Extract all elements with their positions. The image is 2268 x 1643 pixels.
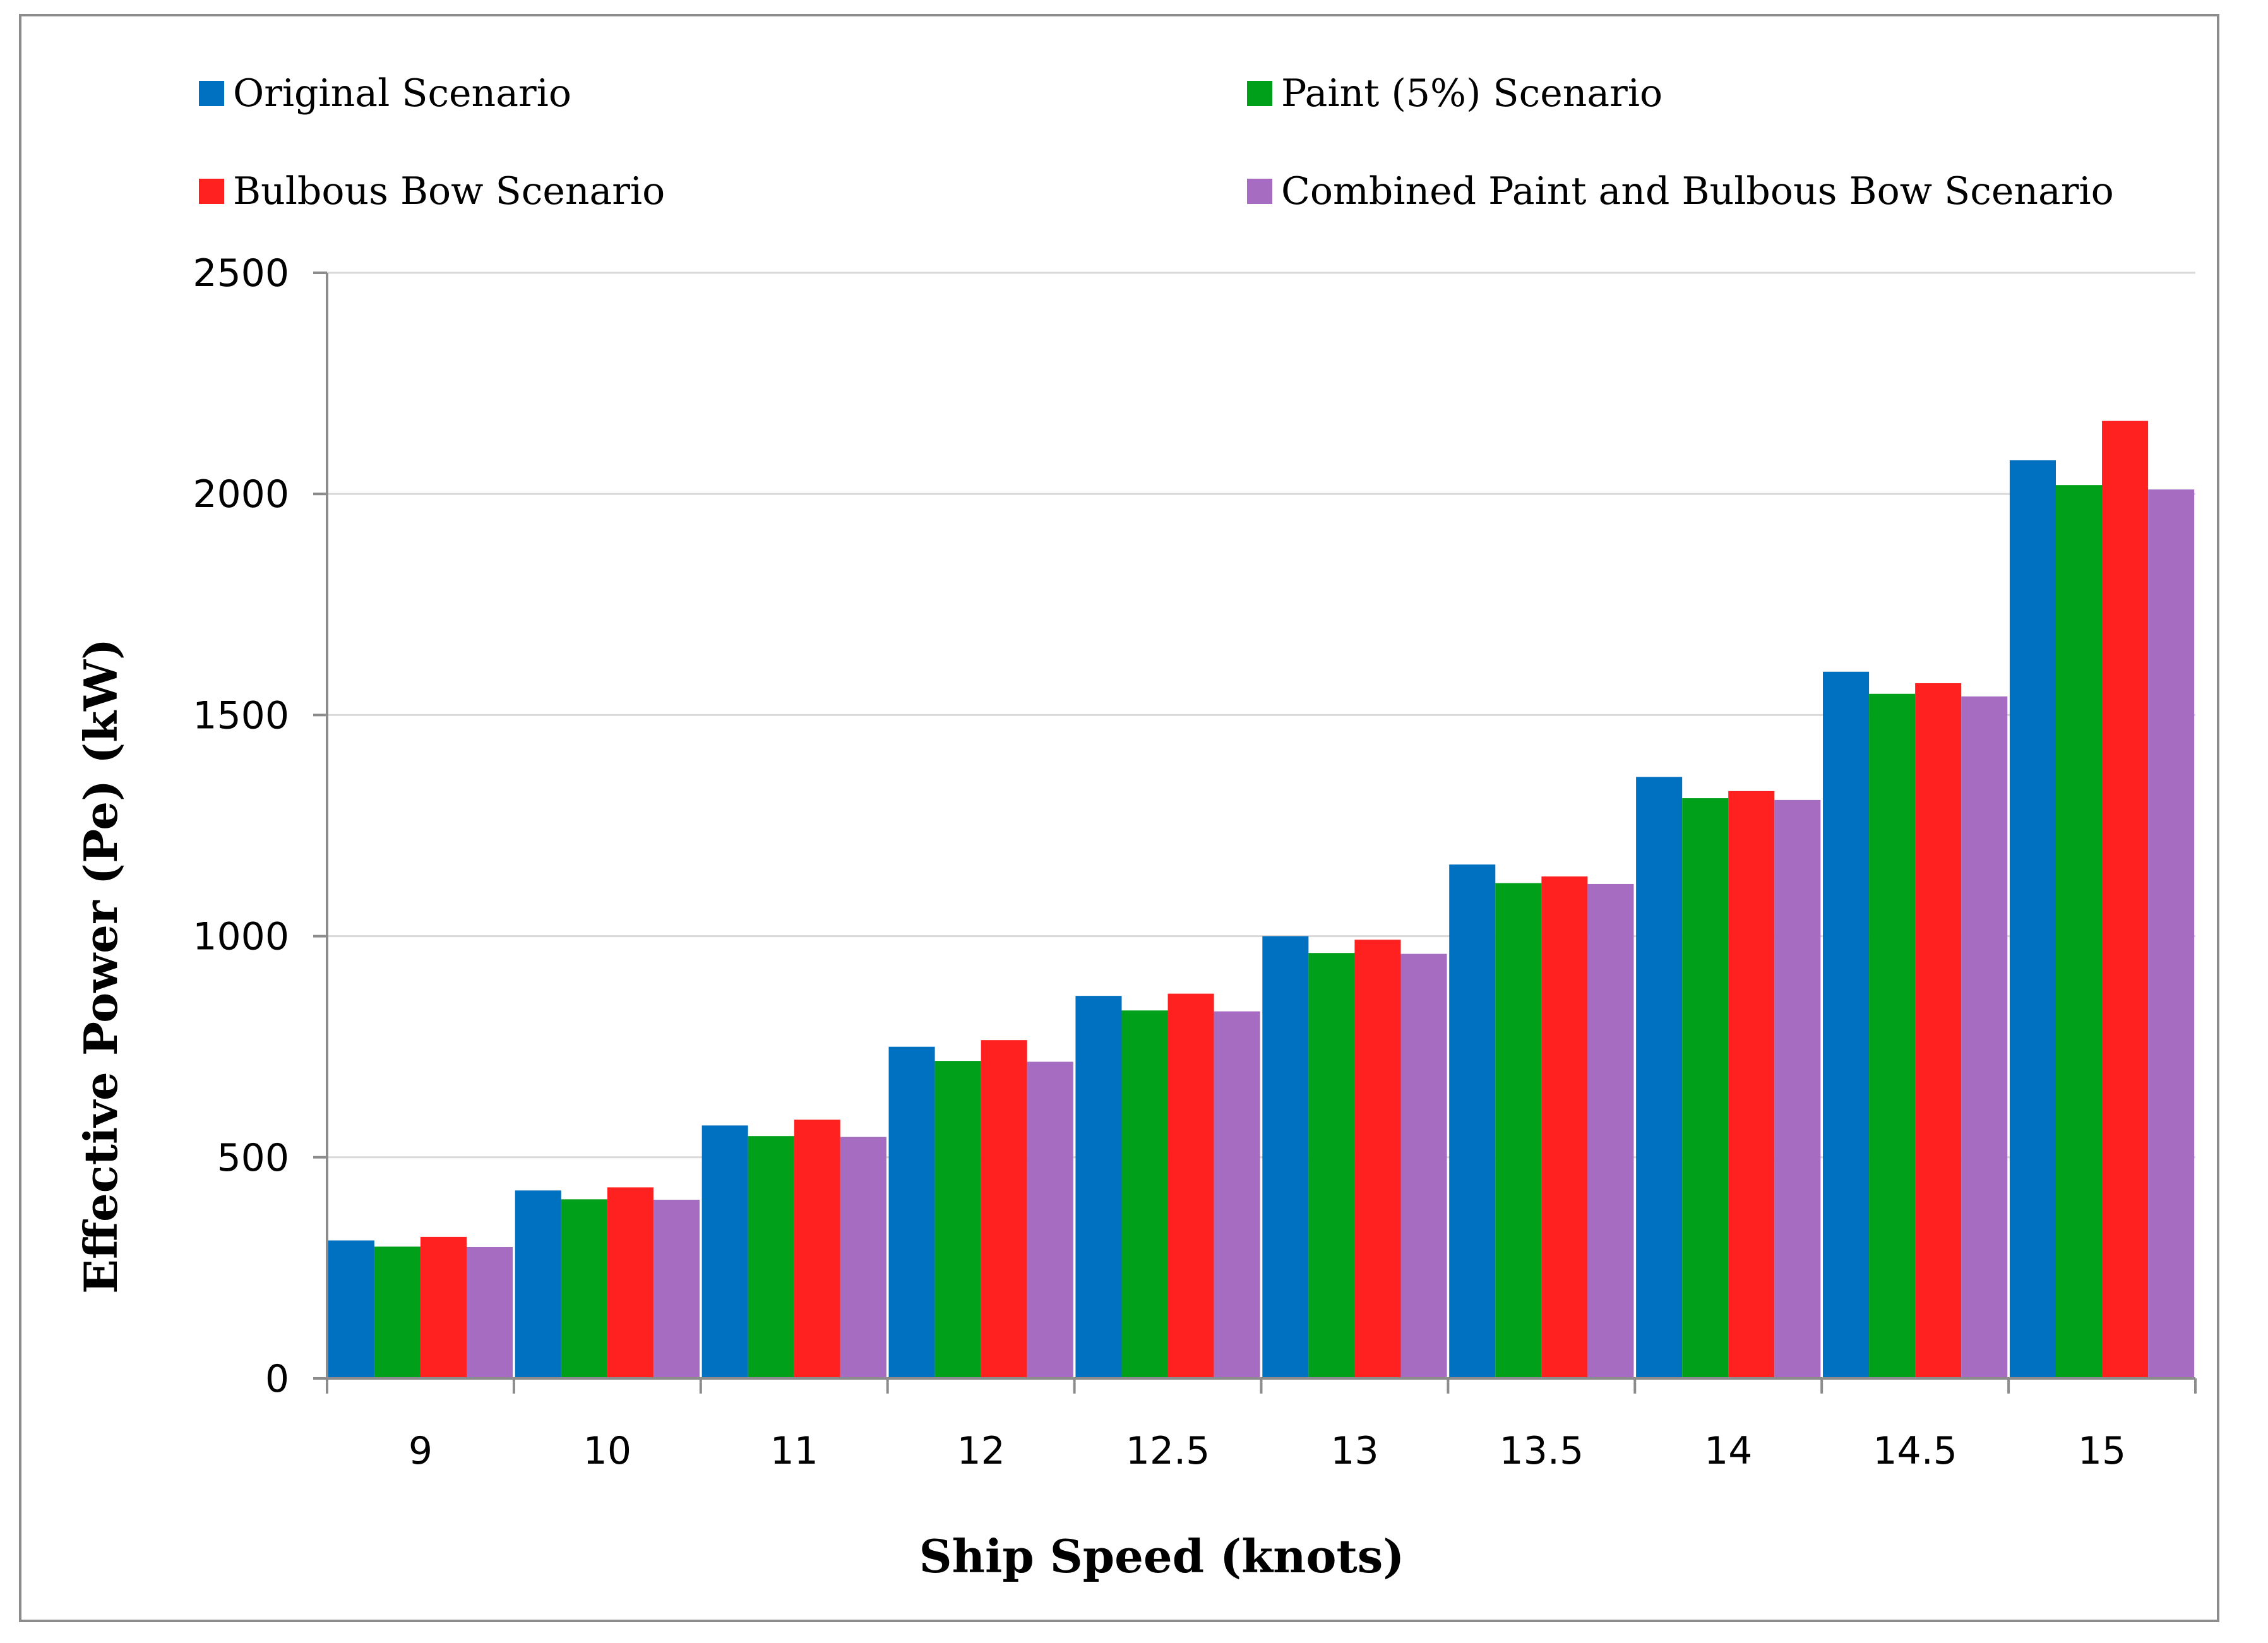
y-tick-label: 2500 xyxy=(193,251,289,296)
bar xyxy=(1308,953,1355,1378)
x-tick-label: 12.5 xyxy=(1126,1429,1210,1473)
bar xyxy=(794,1120,840,1378)
x-tick-label: 9 xyxy=(409,1429,433,1473)
bar xyxy=(1167,993,1214,1378)
x-tick-label: 15 xyxy=(2078,1429,2126,1473)
x-tick-label: 10 xyxy=(583,1429,631,1473)
y-tick-label: 2000 xyxy=(193,472,289,517)
bar xyxy=(1214,1011,1260,1378)
legend-label: Bulbous Bow Scenario xyxy=(233,169,665,213)
bar xyxy=(840,1137,886,1378)
bars xyxy=(328,421,2195,1378)
bar xyxy=(1823,671,1870,1378)
x-tick-label: 13.5 xyxy=(1500,1429,1584,1473)
bar xyxy=(981,1040,1027,1378)
y-tick-label: 0 xyxy=(265,1357,289,1401)
bar xyxy=(1774,799,1821,1378)
bar xyxy=(1449,864,1496,1378)
legend-label: Paint (5%) Scenario xyxy=(1281,71,1662,116)
legend-swatch xyxy=(1247,179,1272,204)
y-tick-label: 1500 xyxy=(193,693,289,738)
bar xyxy=(1682,798,1729,1378)
x-tick-label: 14 xyxy=(1704,1429,1752,1473)
axes xyxy=(326,273,2197,1394)
x-tick-label: 12 xyxy=(957,1429,1005,1473)
bar xyxy=(1961,696,2008,1378)
bar xyxy=(607,1187,654,1378)
x-tick-label: 14.5 xyxy=(1873,1429,1957,1473)
legend-swatch xyxy=(199,81,224,106)
bar xyxy=(2102,421,2149,1378)
x-tick-labels: 9 10 11 12 12.5 13 13.5 14 14.5 15 xyxy=(409,1429,2126,1473)
bar xyxy=(2148,489,2195,1378)
bar xyxy=(1262,936,1309,1378)
legend-label: Combined Paint and Bulbous Bow Scenario xyxy=(1281,169,2114,213)
bar xyxy=(888,1046,935,1378)
legend-swatch xyxy=(199,179,224,204)
bar xyxy=(1587,883,1634,1378)
y-axis-title: Effective Power (Pe) (kW) xyxy=(74,638,128,1294)
bar xyxy=(1075,996,1122,1378)
bar xyxy=(1869,693,1916,1378)
bar xyxy=(2055,485,2103,1378)
bar xyxy=(934,1061,981,1378)
y-tick-label: 1000 xyxy=(193,915,289,959)
x-tick-label: 13 xyxy=(1330,1429,1378,1473)
bar xyxy=(2009,460,2056,1378)
legend: Original Scenario Paint (5%) Scenario Bulb… xyxy=(199,71,2114,213)
bar xyxy=(1728,791,1775,1378)
bar xyxy=(1121,1010,1168,1378)
x-axis-title: Ship Speed (knots) xyxy=(919,1529,1405,1583)
bar xyxy=(1400,953,1447,1378)
bar xyxy=(328,1240,374,1378)
bar xyxy=(1915,683,1962,1378)
bar xyxy=(748,1136,794,1378)
bar xyxy=(1027,1061,1073,1378)
bar xyxy=(467,1246,513,1378)
bar xyxy=(515,1190,561,1378)
bar xyxy=(420,1236,467,1378)
legend-label: Original Scenario xyxy=(233,71,571,116)
bar xyxy=(1354,940,1401,1378)
bar xyxy=(701,1125,748,1378)
bar xyxy=(1541,876,1588,1378)
x-tick-label: 11 xyxy=(770,1429,818,1473)
bar xyxy=(1495,883,1542,1378)
bar xyxy=(374,1246,421,1378)
y-tick-label: 500 xyxy=(217,1136,289,1180)
legend-swatch xyxy=(1247,81,1272,106)
bar xyxy=(653,1200,700,1378)
bar xyxy=(1636,777,1683,1378)
bar xyxy=(561,1199,607,1378)
y-tick-labels: 0 500 1000 1500 2000 2500 xyxy=(193,251,289,1401)
